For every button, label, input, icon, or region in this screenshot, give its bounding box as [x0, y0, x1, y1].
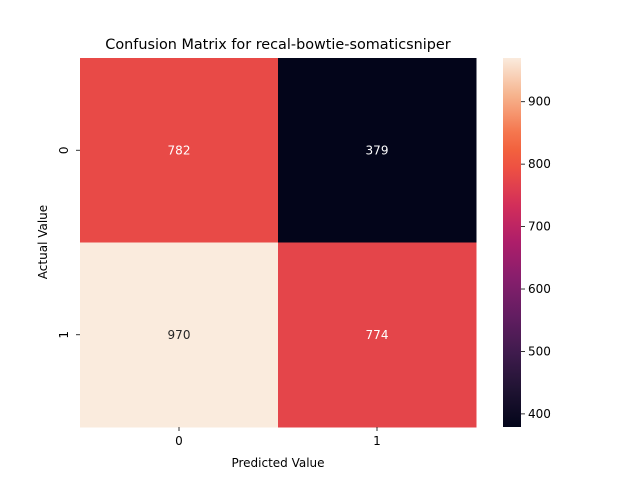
cell-value-label-r1-c1: 774: [366, 328, 389, 342]
cell-value-label-r0-c0: 782: [168, 143, 191, 157]
colorbar-tick-label-5: 900: [528, 95, 551, 109]
y-tick-label-0: 0: [57, 146, 71, 154]
y-axis-label: Actual Value: [36, 205, 50, 279]
heatmap-cell-labels: 782 379 970 774: [168, 143, 389, 342]
colorbar: [503, 58, 521, 427]
heatmap-cell-r1-c1: [278, 242, 477, 428]
cell-value-label-r0-c1: 379: [366, 143, 389, 157]
heatmap-cell-r0-c1: [278, 58, 477, 243]
x-tick-label-1: 1: [373, 434, 381, 448]
colorbar-ticks: 400 500 600 700 800 900: [521, 95, 551, 421]
heatmap-cell-r0-c0: [80, 58, 279, 243]
x-axis-label: Predicted Value: [231, 456, 324, 470]
colorbar-tick-label-0: 400: [528, 407, 551, 421]
colorbar-tick-label-2: 600: [528, 282, 551, 296]
heatmap-cells: [80, 58, 477, 428]
x-tick-label-0: 0: [175, 434, 183, 448]
y-axis-ticks: 01: [57, 146, 80, 339]
colorbar-tick-label-3: 700: [528, 220, 551, 234]
heatmap-cell-r1-c0: [80, 242, 279, 428]
cell-value-label-r1-c0: 970: [168, 328, 191, 342]
colorbar-tick-label-4: 800: [528, 157, 551, 171]
colorbar-tick-label-1: 500: [528, 344, 551, 358]
y-tick-label-1: 1: [57, 331, 71, 339]
chart-title: Confusion Matrix for recal-bowtie-somati…: [105, 37, 450, 53]
